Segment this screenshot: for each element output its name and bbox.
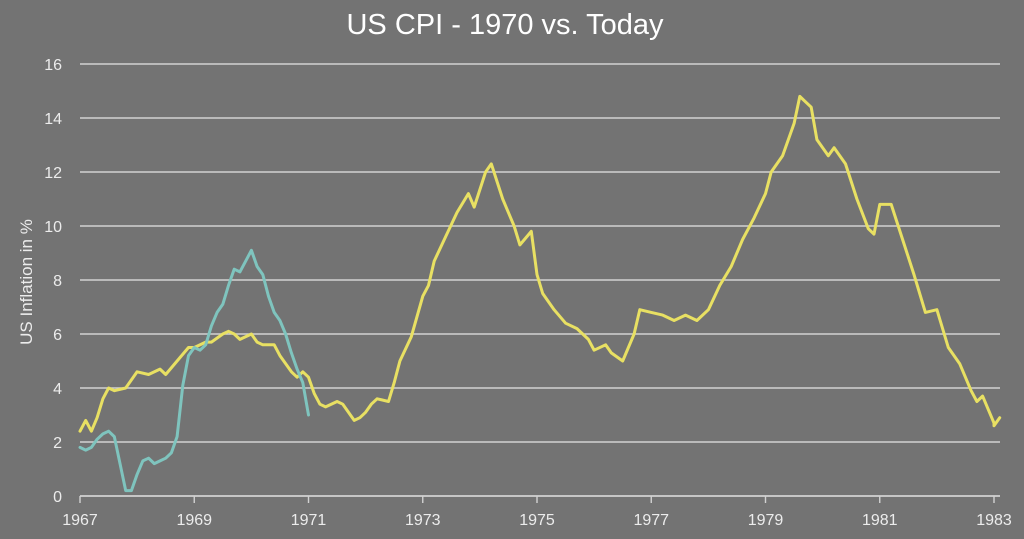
chart-title: US CPI - 1970 vs. Today: [346, 9, 664, 41]
x-tick-label: 1981: [862, 512, 898, 529]
x-tick-label: 1971: [291, 512, 327, 529]
y-tick-label: 8: [53, 273, 62, 290]
x-tick-label: 1975: [519, 512, 555, 529]
y-tick-labels: 0 2 4 6 8 10 12 14 16: [44, 57, 62, 506]
y-tick-label: 0: [53, 489, 62, 506]
y-tick-label: 2: [53, 435, 62, 452]
y-tick-label: 6: [53, 327, 62, 344]
series-line-teal: [78, 248, 310, 493]
x-tick-label: 1973: [405, 512, 441, 529]
series-lines: [78, 94, 1002, 493]
x-tick-label: 1969: [176, 512, 212, 529]
y-tick-label: 12: [44, 165, 62, 182]
y-tick-label: 16: [44, 57, 62, 74]
x-tick-label: 1967: [62, 512, 98, 529]
x-tick-labels: 1967 1969 1971 1973 1975 1977 1979 1981 1983: [62, 496, 1012, 529]
series-line-yellow: [78, 94, 1002, 433]
y-tick-label: 10: [44, 219, 62, 236]
y-tick-label: 14: [44, 111, 62, 128]
y-tick-label: 4: [53, 381, 62, 398]
x-tick-label: 1979: [748, 512, 784, 529]
x-tick-label: 1977: [633, 512, 669, 529]
y-axis-label: US Inflation in %: [17, 219, 36, 345]
x-tick-label: 1983: [976, 512, 1012, 529]
